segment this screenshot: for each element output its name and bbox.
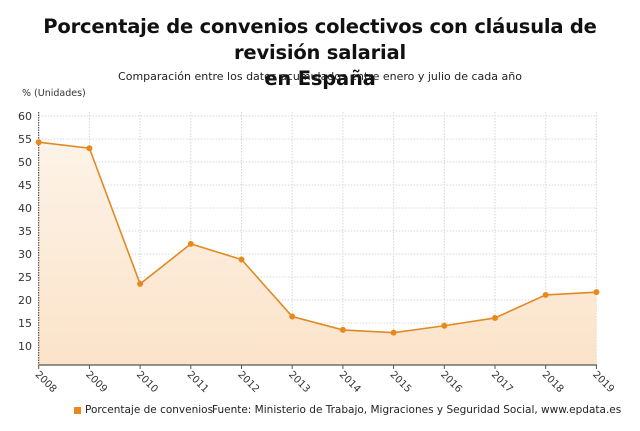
x-tick-label: 2018 [540,369,566,395]
data-line [38,141,597,334]
x-axis-ticks: 2008 2009 2010 2011 2012 2013 2014 2015 2016 2017… [33,365,616,395]
data-points [35,139,600,336]
x-tick-label: 2017 [489,369,515,395]
data-point[interactable] [441,322,448,329]
x-tick-label: 2008 [33,369,59,395]
source-note: Fuente: Ministerio de Trabajo, Migracion… [212,404,622,416]
data-point[interactable] [86,145,93,152]
x-tick-label: 2016 [438,369,464,395]
y-tick-label: 60 [18,110,32,123]
chart-title-line1: Porcentaje de convenios colectivos con c… [43,15,597,64]
data-point[interactable] [35,139,42,146]
y-axis-ticks: 10 15 20 25 30 35 40 45 50 55 60 [18,110,32,353]
data-point[interactable] [593,289,600,296]
y-tick-label: 55 [18,133,32,146]
x-tick-label: 2010 [134,369,160,395]
y-tick-label: 50 [18,156,32,169]
y-tick-label: 15 [18,317,32,330]
y-tick-label: 20 [18,294,32,307]
y-tick-label: 25 [18,271,32,284]
y-tick-label: 10 [18,340,32,353]
data-point[interactable] [339,326,346,333]
data-point[interactable] [542,291,549,298]
legend-swatch-icon [74,406,81,414]
chart-title-line2: en España [264,67,376,90]
x-tick-label: 2015 [387,369,413,395]
y-tick-label: 30 [18,248,32,261]
data-point[interactable] [238,256,245,263]
data-point[interactable] [137,280,144,287]
chart-subtitle: Comparación entre los datos acumulados e… [118,70,522,83]
x-tick-label: 2009 [83,369,109,395]
legend-label: Porcentaje de convenios [85,404,214,416]
area-fill [38,142,597,365]
y-tick-label: 40 [18,202,32,215]
x-tick-label: 2011 [185,369,211,395]
data-point[interactable] [390,329,397,336]
legend: Porcentaje de convenios [74,404,213,416]
x-tick-label: 2012 [235,369,261,395]
y-tick-label: 45 [18,179,32,192]
data-point[interactable] [492,314,498,321]
data-point[interactable] [187,240,194,247]
y-axis-unit-label: % (Unidades) [22,88,86,99]
x-tick-label: 2014 [337,369,363,395]
chart-title: Porcentaje de convenios colectivos con c… [0,14,640,92]
y-tick-label: 35 [18,225,32,238]
data-point[interactable] [289,313,296,320]
x-tick-label: 2013 [286,369,312,395]
x-tick-label: 2019 [590,369,616,395]
